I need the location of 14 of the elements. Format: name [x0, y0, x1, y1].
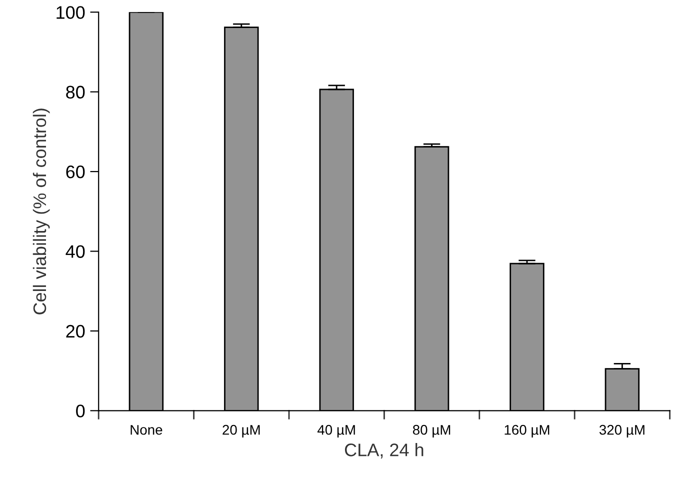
y-tick-label: 0: [76, 404, 85, 418]
x-axis-title: CLA, 24 h: [344, 443, 424, 458]
y-tick-label: 80: [66, 86, 85, 99]
x-tick-label: 320 µM: [599, 424, 644, 438]
y-tick-label: 60: [66, 165, 85, 178]
y-tick-label: 100: [56, 6, 85, 19]
y-tick-label: 20: [66, 324, 85, 338]
x-tick-label: 80 µM: [412, 424, 450, 438]
x-tick-label: 40 µM: [317, 424, 355, 438]
x-tick-label: 160 µM: [504, 424, 550, 438]
y-tick-label: 40: [66, 245, 85, 258]
x-tick-label: 20 µM: [222, 424, 260, 438]
x-tick-label: None: [130, 425, 162, 435]
y-axis-title: Cell viability (% of control): [32, 108, 50, 314]
